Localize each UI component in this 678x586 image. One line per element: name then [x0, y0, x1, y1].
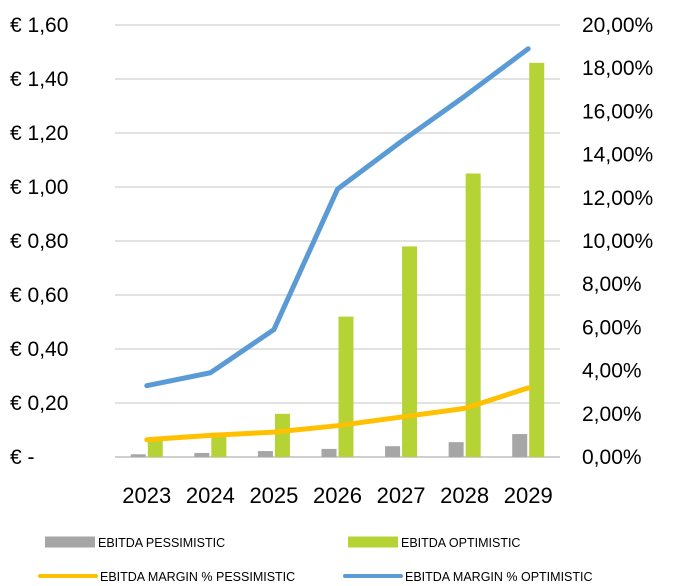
line-margin-pessimistic: [144, 385, 531, 443]
x-tick-label: 2025: [249, 483, 298, 508]
lines: [144, 46, 531, 443]
bar-optimistic-2028: [465, 173, 481, 457]
x-tick-label: 2029: [504, 483, 553, 508]
right-tick-label: 4,00%: [582, 360, 642, 383]
left-tick-label: € 0,20: [10, 392, 68, 415]
bar-optimistic-2024: [211, 432, 227, 457]
bar-pessimistic-2029: [512, 434, 528, 457]
legend-swatch: [45, 536, 95, 548]
legend-item: EBITDA PESSIMISTIC: [45, 536, 225, 550]
gridlines: [115, 24, 560, 458]
x-tick-label: 2026: [313, 483, 362, 508]
bar-optimistic-2027: [402, 246, 418, 457]
left-tick-label: € 0,40: [10, 338, 68, 361]
right-tick-label: 14,00%: [582, 144, 653, 167]
bar-pessimistic-2024: [194, 452, 210, 457]
right-tick-label: 20,00%: [582, 14, 653, 37]
left-axis-tick-labels: € - € 0,20 € 0,40 € 0,60 € 0,80 € 1,00 € 1,20 €…: [10, 14, 68, 469]
x-tick-label: 2027: [377, 483, 426, 508]
legend-label: EBITDA MARGIN % OPTIMISTIC: [405, 570, 593, 584]
x-tick-label: 2023: [122, 483, 171, 508]
right-tick-label: 16,00%: [582, 100, 653, 123]
left-tick-label: € 1,60: [10, 14, 68, 37]
x-axis-tick-labels: 2023 2024 2025 2026 2027 2028 2029: [122, 483, 552, 508]
left-tick-label: € 1,20: [10, 122, 68, 145]
left-tick-label: € 0,80: [10, 230, 68, 253]
bar-optimistic-2029: [529, 62, 545, 458]
legend-label: EBITDA OPTIMISTIC: [401, 536, 520, 550]
bar-pessimistic-2023: [130, 454, 146, 457]
left-tick-label: € 1,40: [10, 68, 68, 91]
legend-label: EBITDA PESSIMISTIC: [98, 536, 225, 550]
right-axis-tick-labels: 0,00% 2,00% 4,00% 6,00% 8,00% 10,00% 12,00% 14,…: [582, 14, 653, 469]
left-tick-label: € 0,60: [10, 284, 68, 307]
line-margin-optimistic: [144, 46, 531, 389]
legend-item: EBITDA MARGIN % PESSIMISTIC: [38, 570, 295, 584]
bar-pessimistic-2028: [448, 442, 464, 457]
bar-pessimistic-2027: [385, 446, 401, 457]
bar-optimistic-2026: [338, 316, 354, 457]
x-tick-label: 2028: [440, 483, 489, 508]
right-tick-label: 8,00%: [582, 273, 642, 296]
right-tick-label: 10,00%: [582, 230, 653, 253]
bars: [130, 62, 545, 458]
legend-item: EBITDA OPTIMISTIC: [348, 536, 520, 550]
legend-swatch: [348, 536, 398, 548]
bar-optimistic-2023: [147, 440, 163, 457]
legend: EBITDA PESSIMISTIC EBITDA OPTIMISTIC EBITD…: [38, 536, 593, 584]
bar-pessimistic-2026: [321, 448, 337, 457]
right-tick-label: 18,00%: [582, 57, 653, 80]
right-tick-label: 6,00%: [582, 316, 642, 339]
bar-optimistic-2025: [274, 413, 290, 457]
legend-item: EBITDA MARGIN % OPTIMISTIC: [343, 570, 593, 584]
right-tick-label: 2,00%: [582, 403, 642, 426]
right-tick-label: 12,00%: [582, 187, 653, 210]
left-tick-label: € 1,00: [10, 176, 68, 199]
x-tick-label: 2024: [186, 483, 235, 508]
bar-pessimistic-2025: [257, 451, 273, 457]
right-tick-label: 0,00%: [582, 446, 642, 469]
legend-label: EBITDA MARGIN % PESSIMISTIC: [100, 570, 295, 584]
left-tick-label: € -: [10, 446, 35, 469]
